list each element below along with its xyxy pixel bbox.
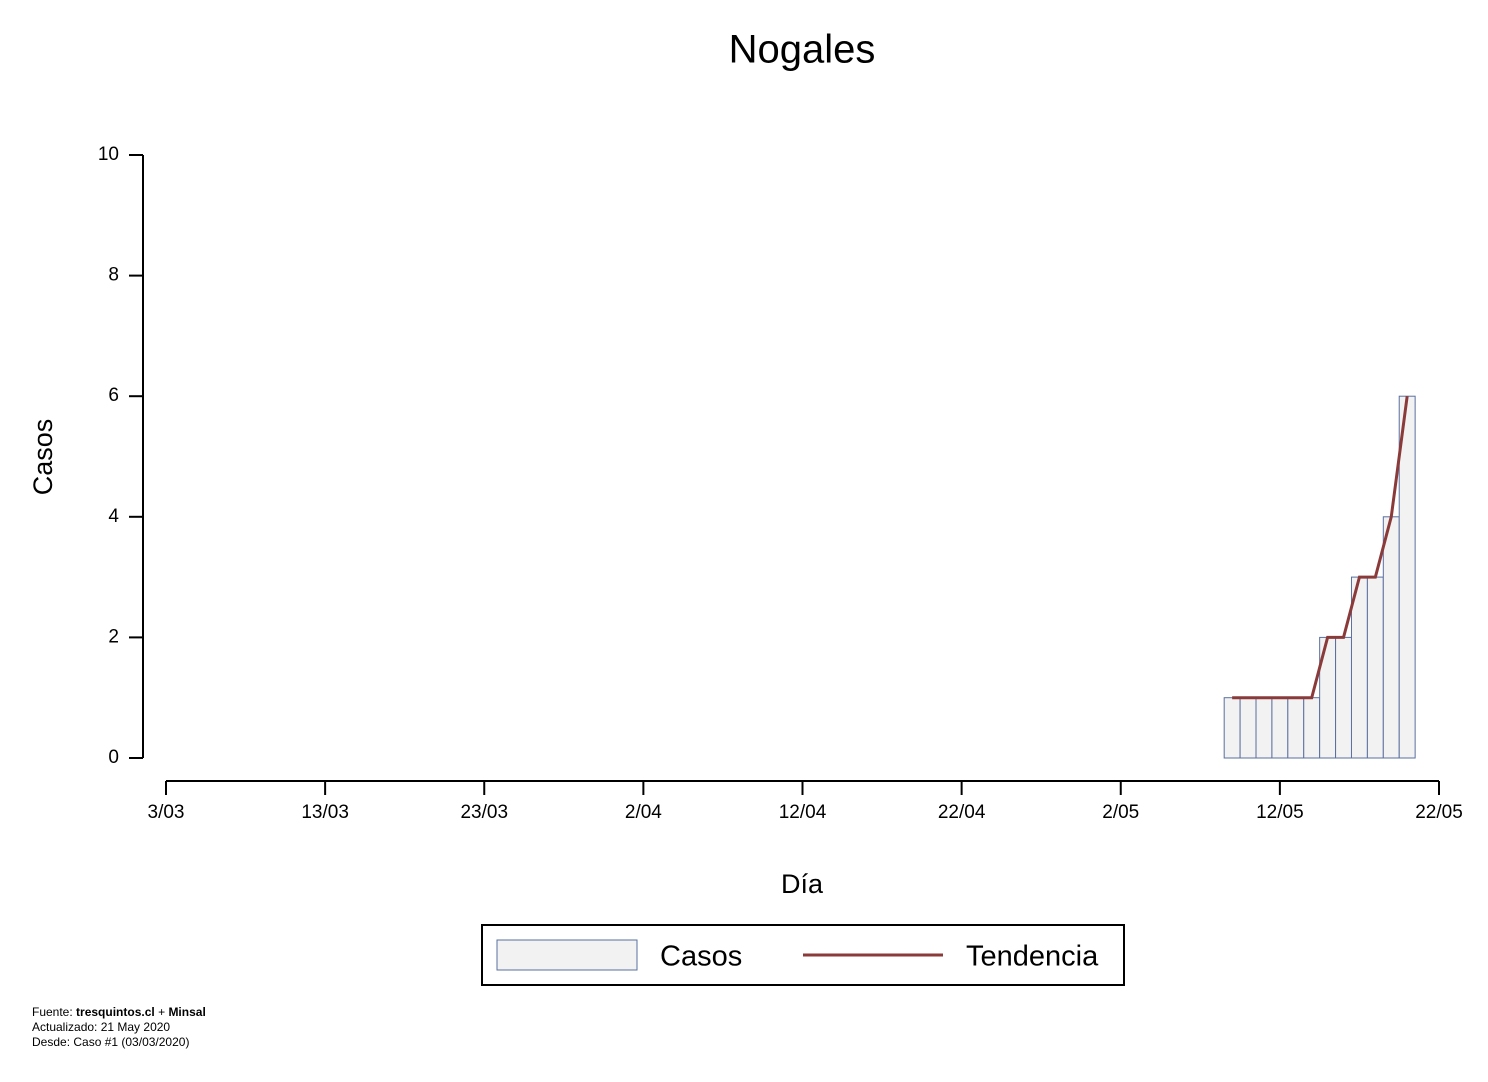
- bar: [1271, 697, 1289, 759]
- y-axis-label: Casos: [28, 419, 58, 496]
- x-tick-label: 3/03: [148, 802, 185, 823]
- footer-source-3: Minsal: [168, 1005, 205, 1019]
- y-tick-label: 4: [108, 506, 119, 527]
- x-tick-label: 12/05: [1256, 802, 1304, 823]
- bar: [1350, 576, 1368, 759]
- chart-title: Nogales: [729, 28, 876, 72]
- x-tick-label: 2/04: [625, 802, 662, 823]
- footer-source-1: tresquintos.cl: [76, 1005, 155, 1019]
- x-tick-label: 13/03: [301, 802, 349, 823]
- x-tick-label: 22/04: [938, 802, 986, 823]
- footer-note: Desde: Caso #1 (03/03/2020): [32, 1035, 189, 1049]
- footer-source-2: +: [158, 1005, 165, 1019]
- legend-box: [481, 924, 1125, 986]
- y-tick-label: 2: [108, 626, 119, 647]
- footer-source: Fuente: tresquintos.cl + Minsal: [32, 1005, 206, 1019]
- y-tick-label: 6: [108, 385, 119, 406]
- x-axis-label: Día: [781, 869, 824, 899]
- x-tick-label: 23/03: [460, 802, 508, 823]
- bar: [1366, 576, 1384, 759]
- bar: [1335, 636, 1352, 759]
- trend-line: [1232, 396, 1409, 700]
- legend-swatch: [496, 939, 638, 971]
- bar: [1287, 697, 1305, 759]
- footer-note: Actualizado: 21 May 2020: [32, 1020, 170, 1034]
- bar: [1382, 516, 1400, 759]
- bar: [1255, 697, 1273, 759]
- legend-label: Casos: [660, 941, 742, 973]
- x-tick-label: 12/04: [779, 802, 827, 823]
- bar: [1223, 697, 1241, 759]
- bar: [1303, 697, 1321, 759]
- footer-prefix: Fuente:: [32, 1005, 73, 1019]
- y-tick-label: 8: [108, 265, 119, 286]
- x-tick-label: 22/05: [1415, 802, 1463, 823]
- legend-label: Tendencia: [966, 941, 1099, 973]
- bar: [1398, 395, 1416, 759]
- y-tick-label: 10: [98, 144, 119, 165]
- y-tick-label: 0: [108, 747, 119, 768]
- bar: [1239, 697, 1257, 759]
- x-tick-label: 2/05: [1102, 802, 1139, 823]
